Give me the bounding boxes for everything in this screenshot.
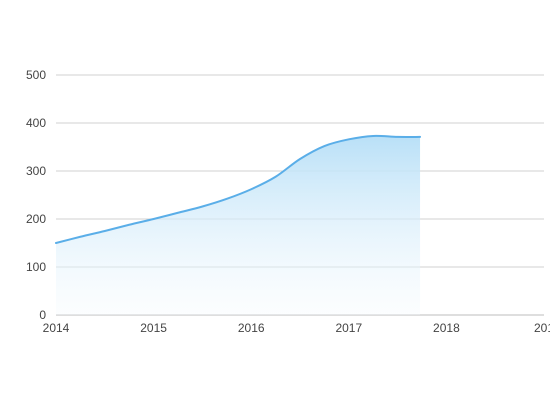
area-fill xyxy=(56,135,421,315)
x-tick-label-2015: 2015 xyxy=(140,321,167,335)
y-tick-label-0: 0 xyxy=(39,308,46,322)
x-tick-label-2018: 2018 xyxy=(433,321,460,335)
y-tick-label-500: 500 xyxy=(26,68,46,82)
series-line-group xyxy=(55,134,422,244)
y-tick-label-100: 100 xyxy=(26,260,46,274)
x-tick-label-2017: 2017 xyxy=(335,321,362,335)
x-axis: 2014 2015 2016 2017 2018 201 xyxy=(43,321,550,335)
x-tick-label-2016: 2016 xyxy=(238,321,265,335)
y-tick-label-300: 300 xyxy=(26,164,46,178)
y-axis: 0 100 200 300 400 500 xyxy=(26,68,46,322)
x-tick-label-2014: 2014 xyxy=(43,321,70,335)
y-tick-label-400: 400 xyxy=(26,116,46,130)
x-tick-label-201: 201 xyxy=(534,321,550,335)
y-tick-label-200: 200 xyxy=(26,212,46,226)
series-line xyxy=(55,134,422,244)
series-area xyxy=(56,135,421,315)
